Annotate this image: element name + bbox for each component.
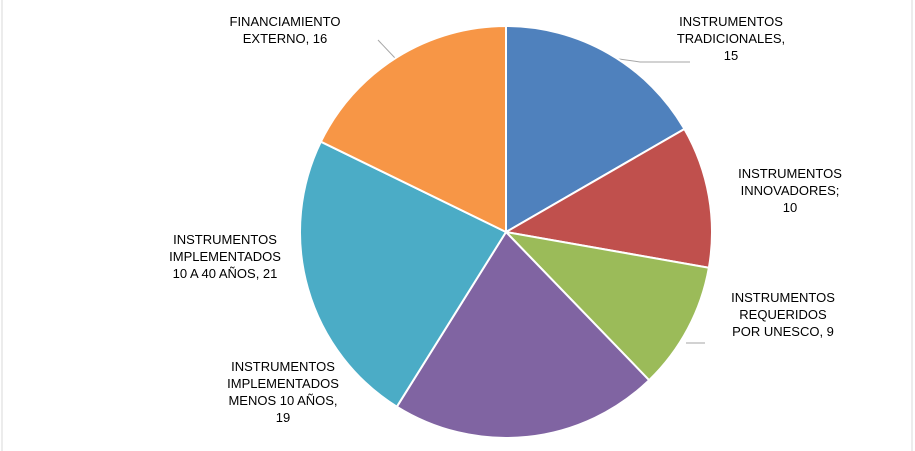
data-label-line: POR UNESCO, 9: [732, 324, 834, 339]
data-label-line: INSTRUMENTOS: [173, 232, 277, 247]
data-label-line: IMPLEMENTADOS: [227, 376, 339, 391]
data-label-line: MENOS 10 AÑOS,: [228, 393, 337, 408]
data-label: INSTRUMENTOS INNOVADORES; 10: [738, 166, 842, 215]
pie-slice: [503, 230, 711, 382]
data-label: INSTRUMENTOS IMPLEMENTADOS MENOS 10 AÑOS, 1…: [227, 359, 339, 425]
pie-slice: [505, 24, 686, 234]
data-label: INSTRUMENTOS TRADICIONALES, 15: [677, 14, 785, 63]
pie-slice: [395, 230, 651, 439]
data-label-line: 10 A 40 AÑOS, 21: [173, 266, 278, 281]
data-label-line: IMPLEMENTADOS: [169, 249, 281, 264]
data-label-line: 15: [724, 48, 738, 63]
pie-slice: [319, 24, 507, 234]
data-label: INSTRUMENTOS REQUERIDOS POR UNESCO, 9: [731, 290, 835, 339]
data-label-line: TRADICIONALES,: [677, 31, 785, 46]
data-label-line: 10: [783, 200, 797, 215]
data-label-line: INSTRUMENTOS: [738, 166, 842, 181]
data-label-line: INSTRUMENTOS: [231, 359, 335, 374]
data-label-line: FINANCIAMIENTO: [230, 14, 341, 29]
data-label-line: INSTRUMENTOS: [731, 290, 835, 305]
data-label-line: INSTRUMENTOS: [679, 14, 783, 29]
pie-slice: [503, 127, 713, 269]
leader-line: [377, 39, 396, 59]
data-label-line: 19: [276, 410, 290, 425]
data-label: INSTRUMENTOS IMPLEMENTADOS 10 A 40 AÑOS, 2…: [169, 232, 281, 281]
leader-line: [611, 57, 690, 63]
data-label-line: EXTERNO, 16: [243, 31, 328, 46]
data-label-line: REQUERIDOS: [739, 307, 827, 322]
data-label-line: INNOVADORES;: [741, 183, 840, 198]
data-label: FINANCIAMIENTO EXTERNO, 16: [230, 14, 341, 46]
